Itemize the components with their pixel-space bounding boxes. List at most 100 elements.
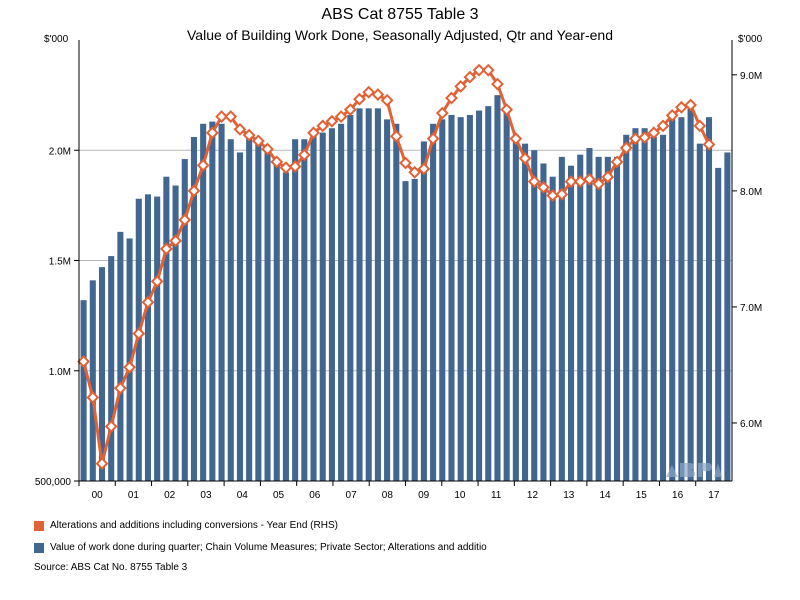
bar xyxy=(218,123,225,481)
x-tick-label: 12 xyxy=(527,490,539,501)
legend-item-bar: Value of work done during quarter; Chain… xyxy=(34,542,487,553)
bar xyxy=(209,121,216,482)
x-tick-label: 00 xyxy=(92,490,104,501)
line-point xyxy=(159,242,173,256)
bar xyxy=(126,238,133,481)
bar xyxy=(466,114,473,481)
legend-item-line: Alterations and additions including conv… xyxy=(34,520,338,531)
x-tick-label: 08 xyxy=(382,490,394,501)
line-point xyxy=(178,213,192,227)
line-point xyxy=(463,70,477,84)
axes: 500,000 1.0M 1.5M 2.0M 6.0M 7.0M 8.0M 9.0M 00 01 0… xyxy=(35,40,762,501)
bar xyxy=(696,143,703,481)
line-point xyxy=(555,187,569,201)
line-point xyxy=(104,420,118,433)
bar xyxy=(485,106,492,482)
line-point xyxy=(564,175,578,188)
bar xyxy=(236,152,243,481)
line-point xyxy=(261,142,274,156)
line-point xyxy=(408,165,422,179)
x-tick-label: 03 xyxy=(200,490,212,501)
right-tick-label: 6.0M xyxy=(740,419,762,430)
x-tick-label: 09 xyxy=(418,490,430,501)
x-tick-label: 05 xyxy=(273,490,285,501)
bar xyxy=(227,139,234,481)
bar xyxy=(319,132,326,482)
x-tick-label: 14 xyxy=(599,490,611,501)
bar xyxy=(678,117,685,482)
bar xyxy=(273,159,280,481)
bar xyxy=(522,143,529,481)
line-point xyxy=(113,381,127,395)
bar xyxy=(705,117,713,482)
left-tick-label: 2.0M xyxy=(49,146,71,157)
bar xyxy=(246,132,253,482)
legend-swatch-blue xyxy=(34,542,44,553)
x-tick-label: 02 xyxy=(164,490,176,501)
line-point xyxy=(638,131,652,144)
x-tick-label: 10 xyxy=(454,490,466,501)
bar xyxy=(144,194,152,481)
bar xyxy=(577,154,584,481)
line-point xyxy=(592,177,606,191)
line-point xyxy=(169,234,182,248)
x-tick-label: 13 xyxy=(563,490,575,501)
line-point xyxy=(95,457,109,471)
bar xyxy=(494,95,501,481)
right-tick-label: 7.0M xyxy=(740,303,762,314)
x-tick-label: 17 xyxy=(708,490,720,501)
line-point xyxy=(187,184,201,198)
line-point xyxy=(371,88,385,101)
bar xyxy=(347,114,354,481)
bar xyxy=(430,123,437,481)
line-point xyxy=(334,110,348,124)
line-point xyxy=(215,110,228,124)
right-axis-unit: $'000 xyxy=(738,34,763,45)
bar xyxy=(650,137,657,481)
line-point xyxy=(426,132,440,146)
bar xyxy=(531,150,538,481)
bar xyxy=(374,108,381,481)
line-point xyxy=(601,170,615,184)
line-point xyxy=(380,93,394,107)
bar xyxy=(476,110,483,481)
x-tick-label: 16 xyxy=(672,490,684,501)
line-point xyxy=(675,100,688,114)
line-point xyxy=(583,172,596,186)
line-point xyxy=(518,151,532,165)
line-point xyxy=(693,119,707,133)
line-point xyxy=(205,126,219,140)
bar xyxy=(264,152,271,481)
bar xyxy=(255,143,262,481)
line-point xyxy=(619,141,633,155)
left-tick-label: 1.0M xyxy=(49,367,71,378)
x-tick-label: 07 xyxy=(346,490,358,501)
line-point xyxy=(316,119,330,133)
line-point xyxy=(491,77,504,91)
left-tick-label: 500,000 xyxy=(35,477,72,488)
bar xyxy=(568,165,575,481)
legend-label-bar: Value of work done during quarter; Chain… xyxy=(50,542,487,553)
bar xyxy=(595,156,602,482)
line-point xyxy=(656,119,670,133)
line-point xyxy=(362,85,376,99)
bar xyxy=(393,123,400,481)
line-point xyxy=(270,155,284,169)
bar xyxy=(715,167,722,481)
line-point xyxy=(325,114,339,128)
bar xyxy=(338,123,345,481)
bar xyxy=(512,134,519,481)
bar xyxy=(365,108,372,481)
chart-subtitle: Value of Building Work Done, Seasonally … xyxy=(187,27,613,43)
line-point xyxy=(702,138,716,151)
line-point xyxy=(481,63,495,77)
line-point xyxy=(472,63,486,77)
bar xyxy=(687,106,694,482)
bar xyxy=(503,106,510,482)
bar xyxy=(411,178,418,482)
bar-series xyxy=(80,95,731,482)
bar xyxy=(558,156,565,482)
bar xyxy=(282,172,289,482)
line-point xyxy=(665,109,679,122)
